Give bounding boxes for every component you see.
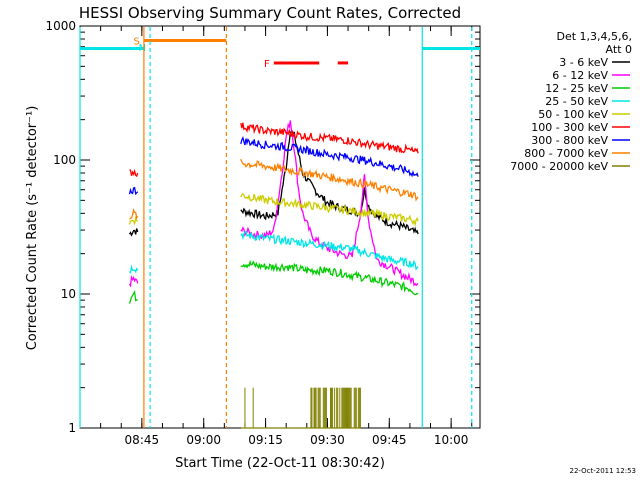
legend-label: 100 - 300 keV <box>531 121 608 134</box>
x-tick-label: 09:15 <box>248 433 283 447</box>
series-line <box>129 264 139 274</box>
legend-label: 300 - 800 keV <box>531 134 608 147</box>
legend-header-2: Att 0 <box>606 43 632 56</box>
y-tick-label: 10 <box>61 287 76 301</box>
x-tick-label: 10:00 <box>434 433 469 447</box>
legend-header-1: Det 1,3,4,5,6, <box>556 30 632 43</box>
y-tick-label: 100 <box>53 153 76 167</box>
legend-label: 7000 - 20000 keV <box>510 160 608 173</box>
series-line <box>128 215 138 226</box>
series-line <box>240 120 419 287</box>
legend-label: 3 - 6 keV <box>559 56 608 69</box>
legend-label: 800 - 7000 keV <box>524 147 608 160</box>
series-line <box>240 230 419 271</box>
y-axis-label: Corrected Count Rate (s⁻¹ detector⁻¹) <box>25 106 40 351</box>
timestamp: 22-Oct-2011 12:53 <box>570 467 636 475</box>
legend-label: 25 - 50 keV <box>545 95 608 108</box>
series-line <box>128 186 139 196</box>
series-line <box>128 289 138 304</box>
series-line <box>240 122 419 154</box>
legend-label: 50 - 100 keV <box>538 108 608 121</box>
y-tick-label: 1000 <box>45 19 76 33</box>
x-tick-label: 09:30 <box>310 433 345 447</box>
series-line <box>240 158 419 202</box>
series-line <box>128 275 139 288</box>
series-line <box>129 168 139 178</box>
x-tick-label: 08:45 <box>125 433 160 447</box>
y-tick-label: 1 <box>68 421 76 435</box>
series-line <box>240 192 419 227</box>
legend-label: 12 - 25 keV <box>545 82 608 95</box>
plot-area: 1 10 100 1000 08:45 09:00 09:15 09:30 09:45 10:00… <box>45 19 481 447</box>
x-tick-label: 09:45 <box>372 433 407 447</box>
series-line <box>240 136 419 178</box>
series-line <box>240 259 419 296</box>
series-line <box>129 207 139 220</box>
series-line <box>128 228 139 237</box>
x-axis-label: Start Time (22-Oct-11 08:30:42) <box>175 456 385 471</box>
plot-frame <box>79 25 481 429</box>
legend-label: 6 - 12 keV <box>552 69 608 82</box>
flag-label: S <box>134 36 140 47</box>
x-tick-label: 09:00 <box>186 433 221 447</box>
chart-title: HESSI Observing Summary Count Rates, Cor… <box>79 4 461 22</box>
flag-label: F <box>264 59 270 70</box>
